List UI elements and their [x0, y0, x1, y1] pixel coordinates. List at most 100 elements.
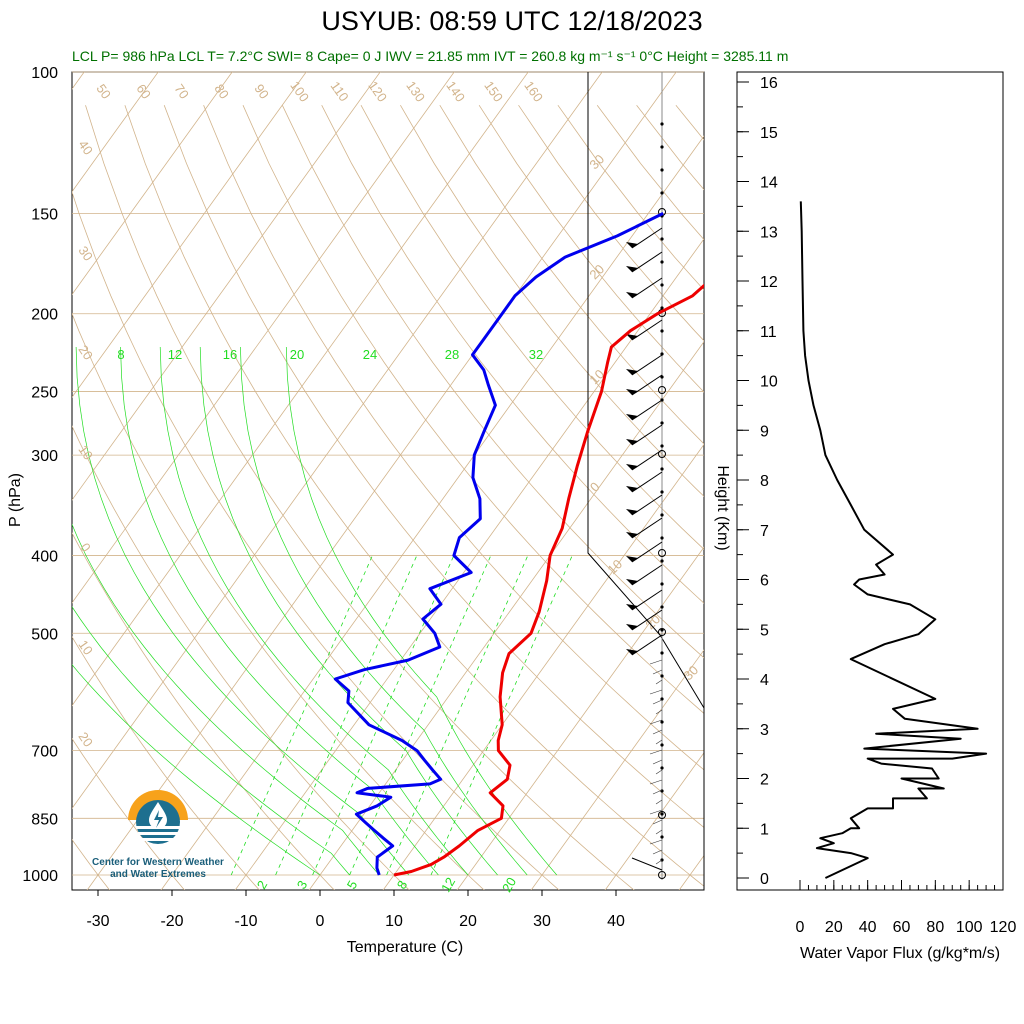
water-vapor-flux-line	[799, 201, 988, 879]
wind-barb	[631, 857, 663, 871]
height-tick-label: 14	[760, 175, 778, 192]
calm-wind-circle	[658, 450, 666, 458]
isotherm-line	[234, 238, 704, 890]
wind-barb-dot	[660, 329, 664, 333]
wind-barb-dot	[660, 398, 664, 402]
height-tick-label: 12	[760, 274, 778, 291]
flux-tick-label: 120	[990, 919, 1017, 936]
dry-adiabat-line	[72, 425, 410, 890]
chart-title: USYUB: 08:59 UTC 12/18/2023	[321, 6, 703, 36]
wind-barb-dot	[660, 352, 664, 356]
wind-barb-flag	[626, 464, 638, 470]
height-tick-label: 5	[760, 622, 769, 639]
mixing-ratio-line	[312, 555, 455, 876]
height-tick-label: 3	[760, 722, 769, 739]
dry-adiabat-line	[72, 737, 185, 890]
wind-barb	[649, 659, 663, 665]
wind-barb	[652, 759, 663, 765]
height-axis-label: Height (Km)	[714, 465, 731, 550]
wind-barb-dot	[660, 536, 664, 540]
mixing-ratio-line	[275, 555, 418, 876]
wind-barb-dot	[660, 766, 664, 770]
height-tick-label: 7	[760, 523, 769, 540]
mixing-ratio-top-label: 8	[117, 347, 124, 362]
wind-barb-flag	[626, 532, 638, 538]
pressure-tick-label: 300	[31, 448, 58, 465]
mixing-ratio-top-label: 24	[363, 347, 377, 362]
isotherm-top-label: 100	[287, 78, 312, 104]
wind-barb-dot	[660, 628, 664, 632]
wind-barb-dot	[660, 835, 664, 839]
pressure-tick-label: 200	[31, 307, 58, 324]
wind-barb-flag	[626, 604, 638, 610]
wind-barb	[655, 829, 663, 835]
mixing-ratio-line	[230, 555, 373, 876]
pressure-tick-label: 100	[31, 65, 58, 82]
wind-barb-flag	[626, 509, 638, 515]
dry-adiabat-line	[72, 312, 485, 890]
dry-adiabat-line	[439, 104, 704, 445]
wind-barb-dot	[660, 513, 664, 517]
dry-adiabat-line	[72, 636, 260, 890]
vapor-flux-frame	[736, 71, 1004, 891]
dry-adiabat-line	[321, 105, 704, 604]
isotherm-line	[72, 72, 381, 501]
wind-barb-dot	[660, 812, 664, 816]
skew-t-frame	[71, 71, 705, 891]
height-tick-label: 0	[760, 871, 769, 888]
mixing-ratio-top-label: 32	[529, 347, 543, 362]
isotherm-line	[160, 135, 704, 890]
dry-adiabat-line	[478, 104, 704, 393]
flux-tick-label: 40	[859, 919, 877, 936]
calm-wind-circle	[658, 386, 666, 394]
mixing-ratio-top-label: 12	[168, 347, 182, 362]
wind-barb-dot	[660, 490, 664, 494]
wind-barb-flag	[626, 389, 638, 395]
isotherm-labels: 50 60 70 80 90 100 110 120 130 140 150 160403020100…	[75, 78, 701, 895]
temperature-axis-label: Temperature (C)	[347, 939, 463, 956]
wind-barb	[655, 679, 663, 685]
isobar-lines	[72, 71, 704, 876]
moist-adiabat-line	[199, 346, 498, 876]
dry-adiabat-line	[360, 105, 704, 550]
pressure-tick-label: 150	[31, 206, 58, 223]
wind-barb-dot	[660, 444, 664, 448]
wind-barb-dot	[660, 559, 664, 563]
wind-barb	[649, 689, 663, 695]
temperature-tick-label: 30	[533, 913, 551, 930]
height-tick-label: 16	[760, 75, 778, 92]
wind-barb-flag	[626, 579, 638, 585]
wind-barb-flag	[626, 414, 638, 420]
mixing-ratio-line	[349, 555, 492, 876]
flux-tick-label: 0	[796, 919, 805, 936]
isotherm-top-label: 120	[365, 78, 390, 104]
wind-barb-dot	[660, 122, 664, 126]
wind-barb	[652, 849, 663, 855]
wind-barb	[652, 669, 663, 675]
moist-adiabat-line	[120, 346, 439, 876]
isotherm-right-label: 10	[604, 556, 625, 577]
isotherm-top-label: 50	[93, 81, 114, 101]
wind-barb-dot	[660, 421, 664, 425]
isotherm-top-label: 110	[328, 79, 352, 105]
wind-barb	[652, 729, 663, 735]
isotherm-line	[72, 72, 455, 604]
isotherm-line	[72, 72, 603, 810]
isotherm-right-label: 30	[680, 662, 701, 683]
moist-adiabat-line	[159, 346, 469, 876]
wind-barb	[631, 634, 663, 656]
mixing-ratio-bottom-label: 20	[499, 875, 519, 895]
wind-barb-dot	[660, 237, 664, 241]
wind-barb-dot	[660, 674, 664, 678]
isotherm-right-label: 0	[587, 479, 603, 495]
wind-barb	[649, 719, 663, 725]
wind-barb	[631, 541, 663, 563]
dry-adiabat-line	[400, 104, 704, 497]
isotherm-left-label: 30	[75, 243, 96, 263]
isotherm-top-label: 160	[521, 78, 546, 104]
isotherm-top-label: 130	[403, 78, 428, 104]
dry-adiabat-line	[242, 105, 704, 714]
temperature-profile-line	[393, 283, 704, 877]
moist-adiabat-line	[285, 346, 558, 876]
